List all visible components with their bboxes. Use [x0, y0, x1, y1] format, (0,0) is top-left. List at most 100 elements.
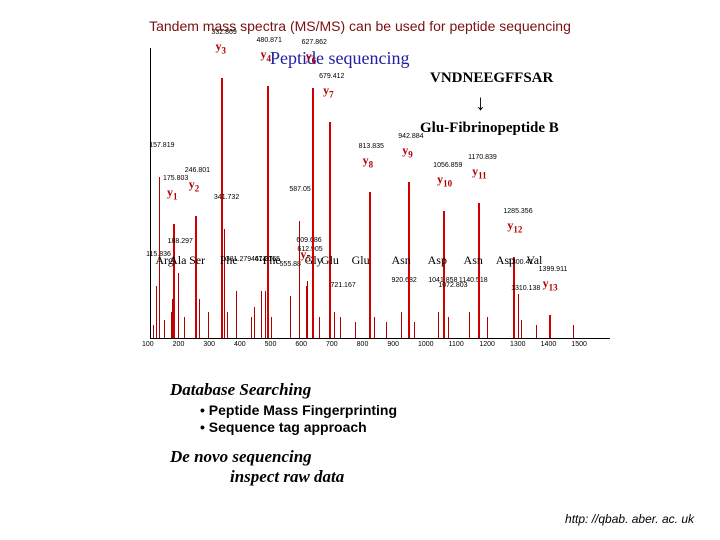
mass-label: 612.905	[297, 246, 322, 253]
spectrum-peak	[549, 315, 551, 338]
spectrum-peak	[374, 317, 375, 338]
spectrum-peak	[386, 322, 387, 338]
y-ion-label: y12	[507, 218, 522, 234]
x-tick-label: 900	[387, 341, 399, 348]
mass-label: 341.732	[214, 194, 239, 201]
spectrum-peak	[573, 325, 574, 338]
x-tick-label: 1500	[571, 341, 587, 348]
mass-label: 246.801	[185, 167, 210, 174]
spectrum-peak	[265, 291, 266, 338]
chart-title: Peptide sequencing	[270, 48, 409, 69]
spectrum-peak	[254, 307, 255, 338]
x-tick-label: 600	[295, 341, 307, 348]
spectrum-peak	[251, 317, 252, 338]
spectrum-peak	[478, 203, 480, 338]
spectrum-peak	[271, 317, 272, 338]
mass-spectrum-chart: Peptide sequencing VNDNEEGFFSAR Glu-Fibr…	[120, 48, 612, 363]
x-tick-label: 1100	[449, 341, 464, 348]
mass-label: 920.682	[391, 277, 416, 284]
x-tick-label: 400	[234, 341, 246, 348]
y-axis	[150, 48, 151, 338]
spectrum-peak	[536, 325, 537, 338]
x-axis	[150, 338, 610, 339]
mass-label: 175.803	[163, 175, 188, 182]
y-ion-label: y4	[261, 47, 272, 63]
mass-label: 188.297	[168, 238, 193, 245]
spectrum-peak	[290, 296, 291, 338]
chart-subtitle: Glu-Fibrinopeptide B	[420, 120, 559, 137]
spectrum-peak	[319, 317, 320, 338]
x-tick-label: 700	[326, 341, 338, 348]
x-tick-label: 1000	[418, 341, 434, 348]
amino-acid-label: Ala	[169, 253, 186, 268]
spectrum-peak	[261, 291, 262, 338]
spectrum-peak	[312, 88, 314, 338]
spectrum-peak	[521, 320, 522, 338]
mass-label: 1056.859	[433, 162, 462, 169]
mass-label: 609.686	[296, 237, 321, 244]
amino-acid-label: Ser	[189, 253, 205, 268]
spectrum-peak	[329, 122, 331, 338]
bullet-seqtag: • Sequence tag approach	[200, 419, 570, 435]
y-ion-label: y9	[402, 143, 413, 159]
denovo-sub: inspect raw data	[230, 467, 570, 487]
mass-label: 1399.911	[539, 266, 568, 273]
y-ion-label: y13	[543, 276, 558, 292]
spectrum-peak	[414, 322, 415, 338]
spectrum-peak	[267, 86, 269, 338]
x-tick-label: 800	[357, 341, 369, 348]
spectrum-peak	[469, 312, 470, 338]
mass-label: 721.167	[330, 282, 355, 289]
arrow-down-icon	[475, 90, 486, 116]
spectrum-peak	[355, 322, 356, 338]
y-ion-label: y7	[323, 83, 334, 99]
spectrum-peak	[340, 317, 341, 338]
y-ion-label: y8	[363, 153, 374, 169]
spectrum-peak	[184, 317, 185, 338]
spectrum-peak	[443, 211, 445, 338]
spectrum-peak	[438, 312, 439, 338]
amino-acid-label: Val	[526, 253, 542, 268]
mass-label: 1285.356	[503, 208, 532, 215]
bullet-pmf: • Peptide Mass Fingerprinting	[200, 402, 570, 418]
mass-label: 679.412	[319, 73, 344, 80]
spectrum-peak	[156, 286, 157, 338]
x-tick-label: 500	[265, 341, 277, 348]
mass-label: 587.05	[289, 186, 310, 193]
amino-acid-label: Asn	[391, 253, 410, 268]
source-url: http: //qbab. aber. ac. uk	[565, 512, 694, 526]
y-ion-label: y1	[167, 185, 178, 201]
spectrum-peak	[227, 312, 228, 338]
amino-acid-label: Glu	[321, 253, 339, 268]
y-ion-label: y6	[306, 49, 317, 65]
y-ion-label: y10	[437, 172, 452, 188]
mass-label: 1170.839	[468, 154, 497, 161]
spectrum-peak	[153, 325, 154, 338]
x-tick-label: 300	[203, 341, 215, 348]
methods-text: Database Searching • Peptide Mass Finger…	[170, 380, 570, 487]
amino-acid-label: Glu	[352, 253, 370, 268]
amino-acid-label: Phe	[220, 253, 238, 268]
database-searching-heading: Database Searching	[170, 380, 570, 400]
y-ion-label: y3	[215, 39, 226, 55]
mass-label: 1310.138	[511, 285, 540, 292]
y-ion-label: y2	[189, 177, 200, 193]
spectrum-peak	[208, 312, 209, 338]
spectrum-peak	[224, 229, 225, 338]
mass-label: 157.819	[149, 142, 174, 149]
peptide-sequence: VNDNEEGFFSAR	[430, 70, 553, 87]
spectrum-peak	[448, 317, 449, 338]
mass-label: 942.884	[398, 133, 423, 140]
spectrum-peak	[164, 320, 165, 338]
spectrum-peak	[401, 312, 402, 338]
mass-label: 555.88	[280, 261, 301, 268]
spectrum-peak	[518, 294, 519, 338]
x-tick-label: 1400	[541, 341, 557, 348]
mass-label: 627.862	[302, 39, 327, 46]
mass-label: 1140.518	[459, 277, 488, 284]
y-ion-label: y11	[472, 164, 487, 180]
amino-acid-label: Phe	[263, 253, 281, 268]
mass-label: 813.835	[359, 143, 384, 150]
x-tick-label: 1300	[510, 341, 526, 348]
denovo-heading: De novo sequencing	[170, 447, 570, 467]
